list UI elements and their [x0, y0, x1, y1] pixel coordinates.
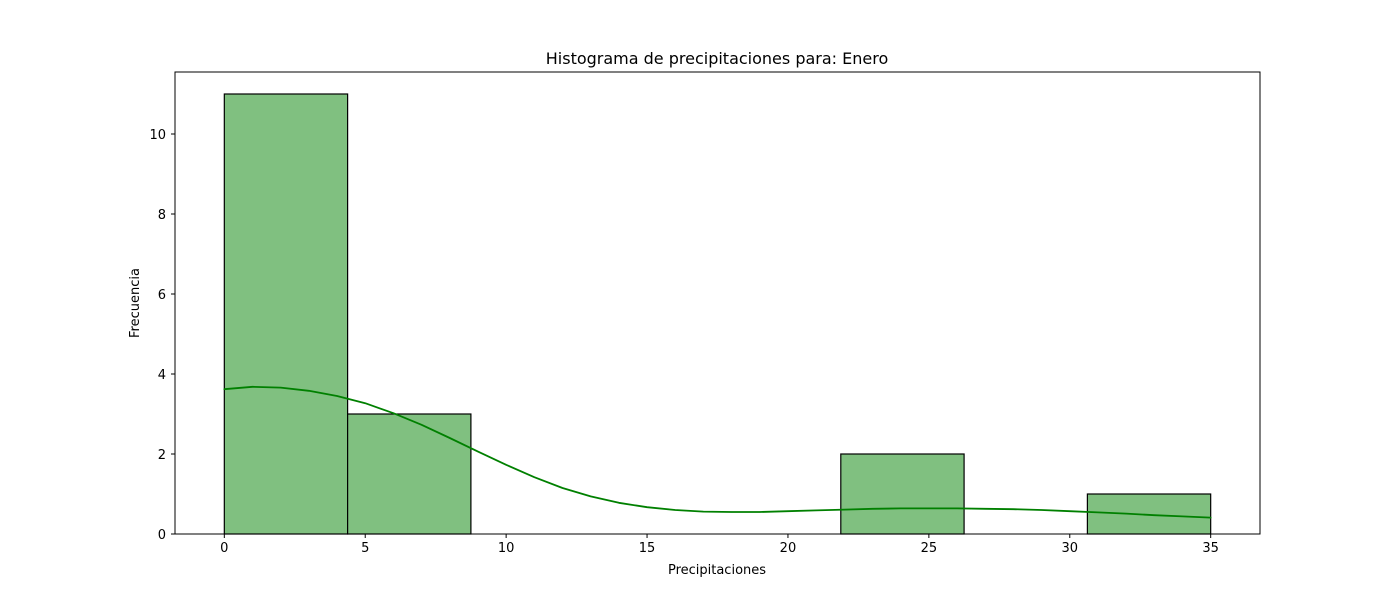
y-tick-label-1: 2	[158, 448, 166, 463]
histogram-bar-1	[347, 413, 472, 535]
kde-layer	[223, 385, 1212, 519]
x-tick-label-4: 20	[780, 541, 797, 556]
bars-layer	[223, 93, 1212, 535]
x-axis-title: Precipitaciones	[668, 563, 766, 578]
kde-line	[223, 385, 1212, 519]
y-tick-label-4: 8	[158, 208, 166, 223]
x-tick-label-7: 35	[1202, 541, 1219, 556]
y-axis-title: Frecuencia	[128, 268, 143, 338]
x-axis-ticks: 0 5 10 15 20 25 30 35	[220, 534, 1219, 556]
y-axis-ticks: 0 2 4 6 8 10	[149, 128, 175, 543]
histogram-bar-0	[223, 93, 349, 535]
y-tick-label-5: 10	[149, 128, 166, 143]
histogram-bar-5	[840, 453, 965, 535]
x-tick-label-6: 30	[1061, 541, 1078, 556]
x-tick-label-0: 0	[220, 541, 228, 556]
x-tick-label-3: 15	[639, 541, 656, 556]
x-tick-label-5: 25	[921, 541, 938, 556]
y-tick-label-2: 4	[158, 368, 166, 383]
x-tick-label-2: 10	[498, 541, 515, 556]
axes-frame	[174, 71, 1261, 535]
y-tick-label-3: 6	[158, 288, 166, 303]
y-tick-label-0: 0	[158, 528, 166, 543]
chart-title: Histograma de precipitaciones para: Ener…	[546, 49, 889, 68]
x-tick-label-1: 5	[361, 541, 369, 556]
